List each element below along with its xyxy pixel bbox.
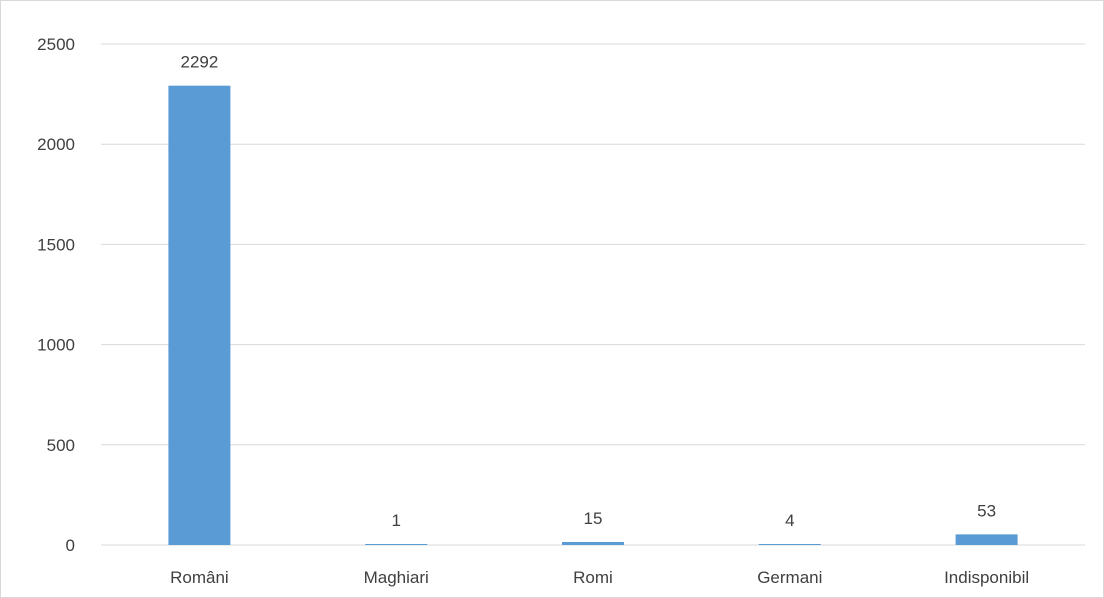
y-tick-label: 2000 (37, 135, 75, 154)
bar (168, 85, 231, 545)
y-tick-label: 0 (66, 536, 75, 555)
y-tick-label: 500 (47, 436, 75, 455)
data-label: 53 (977, 501, 996, 520)
x-category-label: Germani (757, 568, 822, 587)
bars (168, 85, 1018, 545)
data-label: 2292 (180, 53, 218, 72)
gridlines (101, 43, 1085, 546)
bar (955, 534, 1018, 545)
y-tick-label: 1500 (37, 235, 75, 254)
data-labels: 2292 1 15 4 53 (180, 53, 996, 530)
data-label: 1 (391, 511, 400, 530)
bar (562, 541, 624, 545)
x-category-label: Români (170, 568, 229, 587)
bar (365, 544, 428, 545)
data-label: 15 (584, 509, 603, 528)
y-tick-label: 1000 (37, 336, 75, 355)
data-label: 4 (785, 511, 794, 530)
x-category-label: Maghiari (364, 568, 429, 587)
x-category-label: Indisponibil (944, 568, 1029, 587)
y-axis-ticks: 0 500 1000 1500 2000 2500 (37, 35, 75, 555)
bar (758, 544, 821, 545)
x-category-label: Romi (573, 568, 613, 587)
y-tick-label: 2500 (37, 35, 75, 54)
x-axis-categories: Români Maghiari Romi Germani Indisponibil (170, 568, 1029, 587)
